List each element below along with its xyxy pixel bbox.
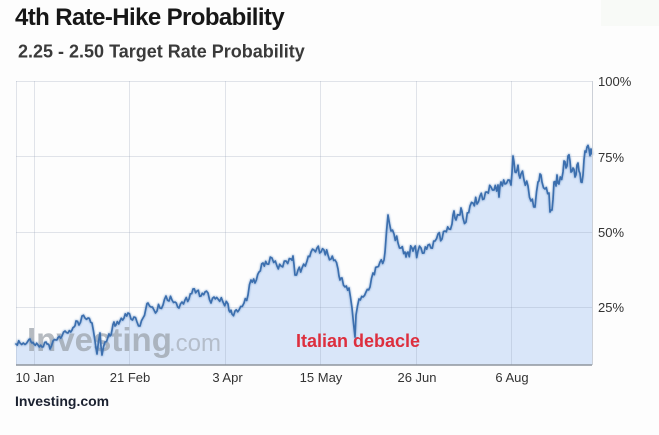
svg-text:10 Jan: 10 Jan — [15, 370, 54, 385]
svg-text:21 Feb: 21 Feb — [110, 370, 150, 385]
svg-text:26 Jun: 26 Jun — [397, 370, 436, 385]
svg-text:2.25 - 2.50 Target Rate Probab: 2.25 - 2.50 Target Rate Probability — [18, 42, 305, 62]
svg-text:100%: 100% — [598, 74, 632, 89]
svg-text:4th Rate-Hike Probability: 4th Rate-Hike Probability — [15, 4, 285, 31]
svg-text:75%: 75% — [598, 150, 624, 165]
svg-text:6 Aug: 6 Aug — [495, 370, 528, 385]
svg-text:25%: 25% — [598, 300, 624, 315]
svg-text:3 Apr: 3 Apr — [212, 370, 243, 385]
svg-text:.com: .com — [169, 330, 221, 357]
svg-text:Investing.com: Investing.com — [15, 393, 109, 409]
svg-text:50%: 50% — [598, 225, 624, 240]
svg-text:15 May: 15 May — [300, 370, 343, 385]
svg-text:Italian debacle: Italian debacle — [296, 331, 420, 351]
